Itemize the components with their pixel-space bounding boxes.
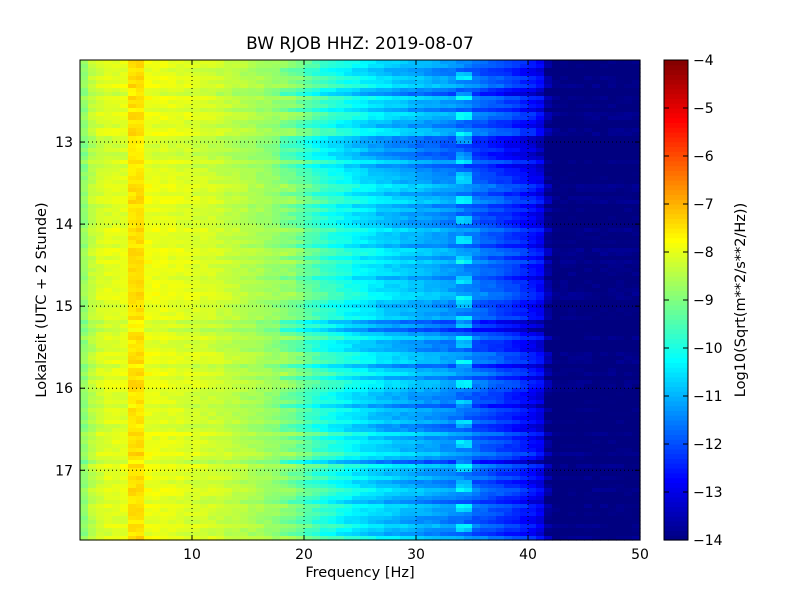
chart-title: BW RJOB HHZ: 2019-08-07 — [246, 34, 474, 54]
y-axis-label: Lokalzeit (UTC + 2 Stunde) — [34, 202, 50, 397]
axes: 10 20 30 40 50 13 14 15 16 17 — [55, 59, 649, 563]
colorbar-tick-label: −12 — [693, 437, 723, 453]
plot-area — [80, 60, 641, 541]
y-tick-label: 16 — [55, 381, 73, 397]
colorbar-tick-label: −4 — [693, 53, 714, 69]
y-tick-label: 15 — [55, 299, 73, 315]
colorbar-tick-label: −7 — [693, 197, 714, 213]
x-axis-label: Frequency [Hz] — [305, 565, 414, 581]
colorbar-tick-label: −5 — [693, 101, 714, 117]
plot-frame — [79, 59, 641, 541]
x-tick-label: 20 — [295, 547, 313, 563]
colorbar-tick-label: −13 — [693, 485, 723, 501]
y-tick-label: 17 — [55, 463, 73, 479]
x-tick-label: 50 — [631, 547, 649, 563]
colorbar-tick-label: −9 — [693, 293, 714, 309]
x-tick-label: 40 — [519, 547, 537, 563]
x-tick-label: 10 — [183, 547, 201, 563]
colorbar: −14 −13 −12 −11 −10 −9 −8 −7 −6 −5 −4 — [663, 53, 723, 549]
colorbar-label: Log10(Sqrt(m**2/s**2/Hz)) — [733, 203, 749, 397]
colorbar-tick-label: −10 — [693, 341, 723, 357]
y-tick-label: 14 — [55, 217, 73, 233]
x-tick-label: 30 — [407, 547, 425, 563]
colorbar-tick-label: −14 — [693, 533, 723, 549]
colorbar-tick-label: −6 — [693, 149, 714, 165]
y-tick-label: 13 — [55, 135, 73, 151]
colorbar-tick-label: −8 — [693, 245, 714, 261]
colorbar-tick-label: −11 — [693, 389, 723, 405]
